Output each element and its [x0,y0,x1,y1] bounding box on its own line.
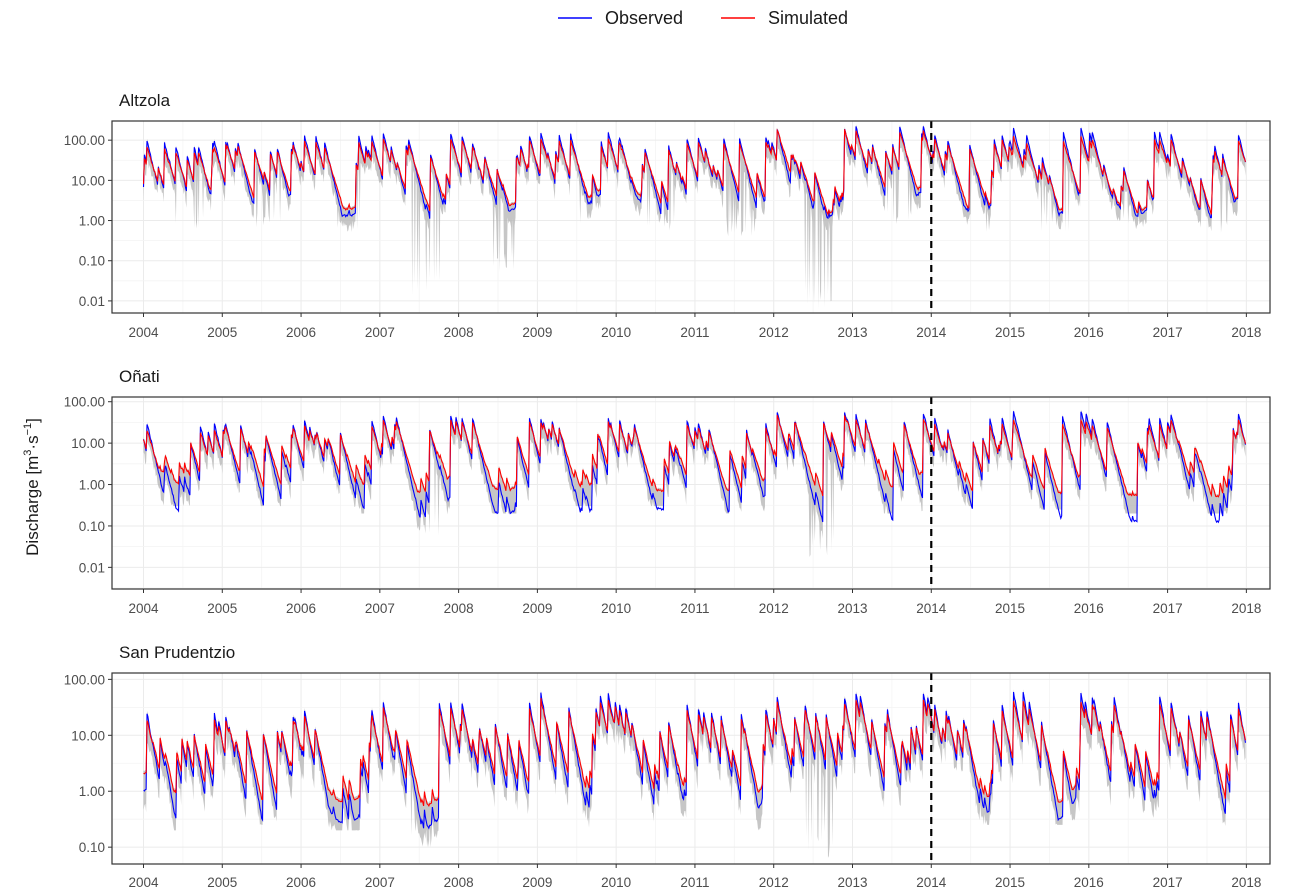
y-tick-label: 0.01 [79,560,105,575]
x-tick-label: 2004 [128,875,159,890]
x-tick-label: 2013 [837,601,867,616]
x-tick-label: 2014 [916,601,947,616]
series-group [142,124,1247,310]
series-simulated [142,415,1247,498]
y-tick-label: 100.00 [64,672,105,687]
y-tick-label: 0.10 [79,254,105,269]
y-axis-label: Discharge [m3·s−1] [22,418,42,556]
x-tick-label: 2014 [916,875,947,890]
panels: Altzola 100.00 10.00 1.00 0.10 0.01 2004 2005 20… [64,91,1271,890]
legend-label-simulated: Simulated [768,8,848,28]
y-tick-label: 0.10 [79,519,105,534]
panel-title: Altzola [119,91,171,110]
x-tick-label: 2006 [286,325,316,340]
x-tick-label: 2013 [837,875,867,890]
x-tick-label: 2005 [207,601,237,616]
gridlines [112,397,1270,589]
y-tick-label: 0.01 [79,294,105,309]
panel-title: San Prudentzio [119,643,235,662]
x-tick-label: 2010 [601,601,631,616]
x-tick-label: 2009 [522,875,552,890]
x-tick-label: 2013 [837,325,867,340]
y-axis-label-main: Discharge [m [23,456,42,556]
x-tick-label: 2009 [522,325,552,340]
x-tick-label: 2015 [995,325,1025,340]
x-tick-label: 2007 [365,875,395,890]
x-tick-label: 2017 [1153,325,1183,340]
x-tick-label: 2005 [207,325,237,340]
series-observed [143,691,1247,830]
y-axis-label-sup2: −1 [22,423,34,436]
x-tick-label: 2011 [680,875,709,890]
panel-2: San Prudentzio 100.00 10.00 1.00 0.10 2004 200… [64,643,1271,890]
x-tick-label: 2007 [365,601,395,616]
x-tick-label: 2014 [916,325,947,340]
panel-frame [111,120,1271,314]
legend: Observed Simulated [558,8,848,28]
panel-frame [111,672,1271,865]
panel-frame [111,396,1271,590]
panel-title: Oñati [119,367,160,386]
y-tick-label: 100.00 [64,133,105,148]
y-axis-label-end: ] [23,418,42,423]
y-tick-label: 1.00 [79,478,105,493]
panel-0: Altzola 100.00 10.00 1.00 0.10 0.01 2004 2005 20… [64,91,1271,340]
x-tick-label: 2006 [286,601,316,616]
x-tick-label: 2005 [207,875,237,890]
y-tick-label: 10.00 [71,728,105,743]
y-tick-label: 1.00 [79,214,105,229]
x-tick-label: 2010 [601,325,631,340]
x-tick-label: 2016 [1074,875,1104,890]
x-tick-label: 2018 [1231,325,1261,340]
gridlines [112,673,1270,864]
x-tick-label: 2004 [128,325,159,340]
y-tick-label: 1.00 [79,784,105,799]
y-tick-label: 0.10 [79,840,105,855]
x-tick-label: 2011 [680,601,709,616]
y-axis-label-mid: ·s [23,435,42,449]
x-tick-label: 2009 [522,601,552,616]
x-tick-label: 2017 [1153,875,1183,890]
x-tick-label: 2015 [995,601,1025,616]
x-tick-label: 2012 [759,601,789,616]
x-tick-label: 2008 [444,875,474,890]
y-tick-label: 10.00 [71,436,105,451]
x-tick-label: 2011 [680,325,709,340]
x-tick-label: 2004 [128,601,159,616]
uncertainty-band [143,409,1246,558]
series-simulated [142,128,1247,217]
y-tick-label: 10.00 [71,173,105,188]
x-tick-label: 2006 [286,875,316,890]
x-tick-label: 2018 [1231,875,1261,890]
series-simulated [143,698,1247,808]
series-group [143,689,1247,858]
legend-label-observed: Observed [605,8,683,28]
x-tick-label: 2008 [444,325,474,340]
x-tick-label: 2018 [1231,601,1261,616]
x-tick-label: 2015 [995,875,1025,890]
series-group [142,409,1247,558]
x-tick-label: 2016 [1074,601,1104,616]
x-tick-label: 2010 [601,875,631,890]
panel-1: Oñati 100.00 10.00 1.00 0.10 0.01 2004 2005 2006… [64,367,1271,616]
x-tick-label: 2007 [365,325,395,340]
y-axis-label-sup1: 3 [22,450,34,456]
x-tick-label: 2016 [1074,325,1104,340]
x-tick-label: 2012 [759,875,789,890]
y-tick-label: 100.00 [64,395,105,410]
x-tick-label: 2008 [444,601,474,616]
x-tick-label: 2012 [759,325,789,340]
x-tick-label: 2017 [1153,601,1183,616]
